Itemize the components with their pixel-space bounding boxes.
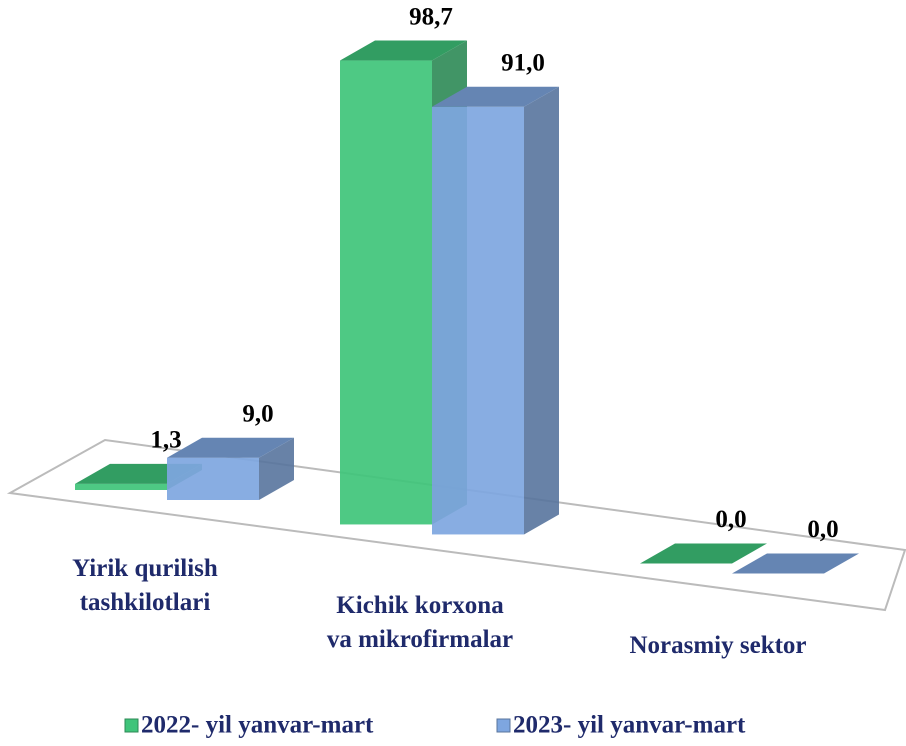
x-tick-label: Yirik qurilish tashkilotlari xyxy=(72,555,218,616)
bar xyxy=(340,60,432,525)
value-label: 0,0 xyxy=(715,506,746,533)
bar-side xyxy=(524,86,559,535)
x-tick-label-line: tashkilotlari xyxy=(80,589,211,616)
legend-swatch xyxy=(124,718,139,733)
bar-top xyxy=(167,437,294,458)
bar xyxy=(167,457,259,500)
value-label: 9,0 xyxy=(242,400,273,427)
x-tick-label: Kichik korxona va mikrofirmalar xyxy=(327,592,513,653)
legend-label: 2022- yil yanvar-mart xyxy=(141,712,374,739)
x-tick-label-line: Kichik korxona xyxy=(336,592,504,619)
value-label: 0,0 xyxy=(807,516,838,543)
legend-label: 2023- yil yanvar-mart xyxy=(513,712,746,739)
bar-top xyxy=(432,86,559,107)
x-tick-label-line: va mikrofirmalar xyxy=(327,626,513,653)
bar xyxy=(432,106,524,535)
bar-top xyxy=(340,40,467,61)
bar-side xyxy=(259,437,294,500)
x-tick-label: Norasmiy sektor xyxy=(629,632,806,659)
bar-top xyxy=(640,543,767,564)
x-tick-label-line: Norasmiy sektor xyxy=(629,632,806,659)
x-tick-label-line: Yirik qurilish xyxy=(72,555,218,582)
legend-swatch xyxy=(496,718,511,733)
bar-top xyxy=(732,553,859,574)
bar xyxy=(75,483,167,490)
value-label: 1,3 xyxy=(150,427,181,454)
value-label: 91,0 xyxy=(501,49,545,76)
value-label: 98,7 xyxy=(409,3,453,30)
